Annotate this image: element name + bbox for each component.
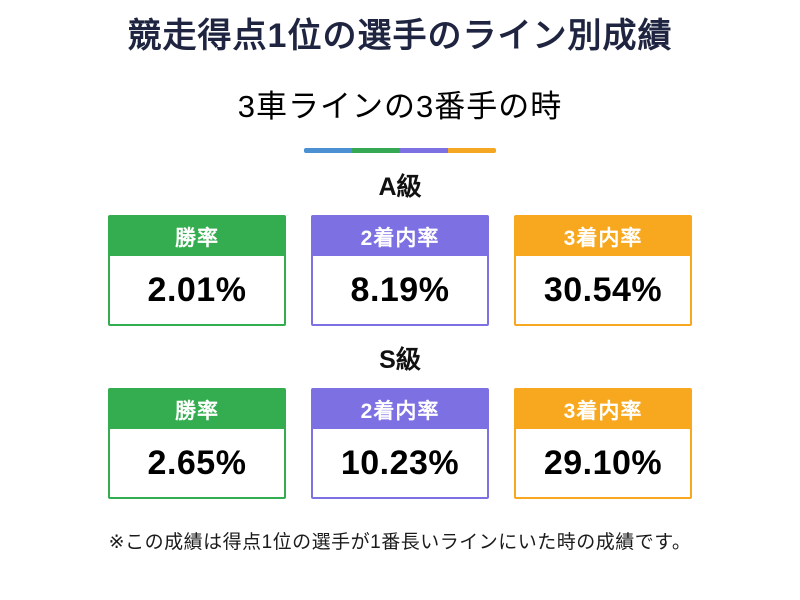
- stat-card-header: 勝率: [110, 390, 284, 430]
- section-label: A級: [378, 173, 422, 202]
- stat-card-header: 2着内率: [313, 390, 487, 430]
- stat-card-top2-rate: 2着内率 8.19%: [311, 215, 489, 327]
- stat-card-value: 2.01%: [110, 256, 284, 325]
- color-divider: [304, 148, 496, 154]
- stat-card-header: 勝率: [110, 217, 284, 257]
- section-s-class: S級 勝率 2.65% 2着内率 10.23% 3着内率 29.10%: [108, 326, 692, 500]
- stat-cards-row: 勝率 2.01% 2着内率 8.19% 3着内率 30.54%: [108, 215, 692, 327]
- section-a-class: A級 勝率 2.01% 2着内率 8.19% 3着内率 30.54%: [108, 153, 692, 327]
- stat-card-header: 3着内率: [516, 217, 690, 257]
- stat-card-value: 29.10%: [516, 429, 690, 498]
- stat-card-top3-rate: 3着内率 30.54%: [514, 215, 692, 327]
- stat-card-value: 8.19%: [313, 256, 487, 325]
- footnote: ※この成績は得点1位の選手が1番長いラインにいた時の成績です。: [108, 532, 692, 554]
- stat-card-value: 30.54%: [516, 256, 690, 325]
- stat-card-value: 10.23%: [313, 429, 487, 498]
- stat-card-header: 3着内率: [516, 390, 690, 430]
- stat-card-win-rate: 勝率 2.01%: [108, 215, 286, 327]
- divider-segment-purple: [400, 148, 448, 154]
- page-title: 競走得点1位の選手のライン別成績: [127, 17, 673, 55]
- stat-cards-row: 勝率 2.65% 2着内率 10.23% 3着内率 29.10%: [108, 388, 692, 500]
- stat-card-win-rate: 勝率 2.65%: [108, 388, 286, 500]
- section-label: S級: [379, 346, 421, 375]
- stat-card-top2-rate: 2着内率 10.23%: [311, 388, 489, 500]
- divider-segment-blue: [304, 148, 352, 154]
- stat-card-value: 2.65%: [110, 429, 284, 498]
- divider-segment-green: [352, 148, 400, 154]
- divider-segment-orange: [448, 148, 496, 154]
- stat-card-top3-rate: 3着内率 29.10%: [514, 388, 692, 500]
- stat-card-header: 2着内率: [313, 217, 487, 257]
- page-subtitle: 3車ラインの3番手の時: [237, 89, 563, 125]
